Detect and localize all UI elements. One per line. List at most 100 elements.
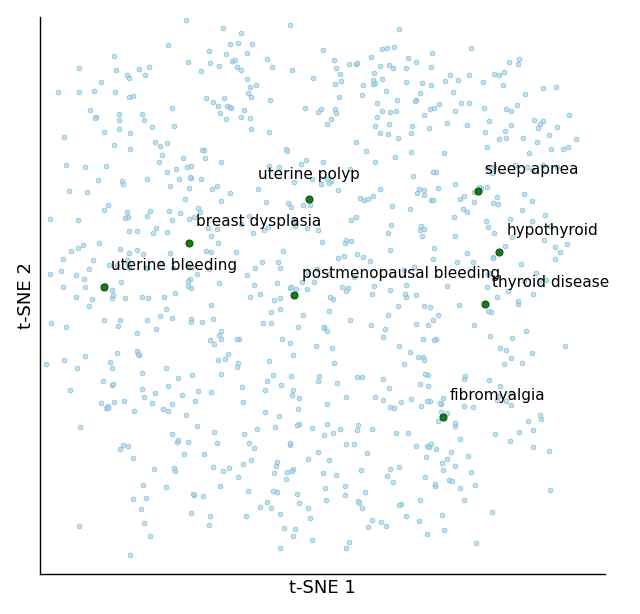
Point — [170, 467, 180, 476]
Point — [239, 106, 249, 115]
Point — [428, 315, 438, 325]
Point — [108, 290, 118, 300]
Point — [116, 278, 126, 287]
Point — [428, 254, 438, 263]
Point — [499, 68, 509, 77]
Point — [352, 58, 362, 68]
Point — [102, 403, 113, 413]
Point — [286, 202, 296, 212]
Point — [511, 100, 522, 110]
Point — [294, 394, 304, 403]
Point — [161, 363, 172, 373]
Point — [480, 299, 490, 309]
Point — [387, 201, 397, 211]
Point — [344, 537, 355, 547]
Point — [431, 444, 441, 454]
Point — [506, 389, 516, 398]
Point — [378, 395, 388, 405]
Point — [416, 401, 426, 411]
Point — [442, 454, 452, 464]
Point — [366, 52, 376, 61]
Point — [209, 427, 219, 437]
Point — [296, 159, 307, 169]
Point — [428, 167, 438, 177]
Point — [204, 265, 214, 274]
Point — [554, 247, 564, 257]
Point — [293, 322, 303, 332]
Point — [433, 184, 444, 193]
Point — [155, 311, 165, 321]
Point — [236, 65, 246, 75]
Point — [166, 215, 177, 225]
Point — [290, 221, 300, 231]
Point — [233, 39, 243, 49]
Point — [99, 280, 109, 290]
Point — [125, 550, 136, 560]
Point — [534, 119, 545, 129]
Point — [285, 282, 295, 292]
Point — [139, 518, 149, 528]
Point — [451, 231, 461, 241]
Point — [186, 173, 196, 183]
Point — [500, 133, 511, 142]
Point — [179, 449, 189, 459]
Point — [286, 371, 296, 381]
Point — [470, 538, 481, 548]
Point — [101, 161, 111, 171]
Point — [58, 254, 68, 264]
Point — [401, 63, 411, 73]
Point — [498, 80, 508, 90]
Point — [224, 463, 234, 473]
Point — [201, 93, 211, 103]
Point — [430, 479, 440, 489]
Point — [533, 123, 543, 133]
Point — [73, 215, 83, 225]
Point — [369, 68, 379, 78]
Point — [448, 88, 458, 98]
Point — [353, 495, 364, 505]
Point — [410, 262, 420, 272]
Point — [238, 397, 248, 407]
Point — [214, 108, 225, 118]
Point — [98, 376, 108, 386]
Point — [138, 384, 148, 394]
Point — [84, 264, 94, 274]
Point — [419, 355, 429, 365]
Point — [412, 58, 422, 68]
Point — [144, 62, 154, 72]
Point — [230, 55, 241, 64]
Point — [372, 112, 383, 122]
Point — [289, 290, 300, 300]
Point — [312, 107, 323, 117]
Point — [150, 324, 161, 333]
Point — [367, 75, 378, 85]
Point — [352, 249, 362, 258]
Point — [287, 65, 298, 75]
Point — [180, 194, 190, 204]
Point — [424, 442, 434, 452]
Point — [269, 295, 279, 305]
Point — [241, 511, 251, 521]
Point — [118, 440, 129, 450]
Point — [273, 257, 284, 266]
Point — [112, 260, 122, 270]
Point — [201, 246, 211, 256]
Point — [287, 467, 298, 476]
Point — [420, 472, 430, 481]
Point — [385, 402, 395, 412]
Point — [382, 472, 392, 481]
Point — [124, 263, 134, 273]
Text: thyroid disease: thyroid disease — [492, 275, 609, 290]
Point — [58, 355, 68, 365]
Point — [482, 182, 492, 192]
Text: uterine polyp: uterine polyp — [258, 167, 360, 182]
Point — [438, 412, 448, 422]
Point — [260, 407, 270, 417]
Point — [518, 133, 529, 143]
Point — [451, 418, 461, 428]
Point — [461, 207, 472, 217]
Point — [358, 252, 369, 262]
Point — [538, 116, 548, 126]
Point — [169, 122, 179, 131]
Point — [321, 326, 332, 336]
